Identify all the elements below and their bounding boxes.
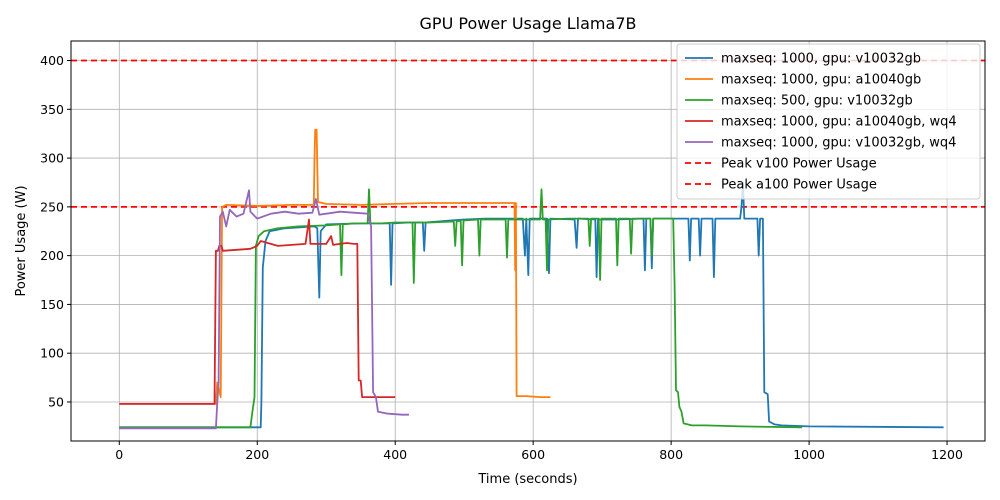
chart-title: GPU Power Usage Llama7B [420, 14, 637, 33]
series-lines [119, 128, 944, 430]
y-axis-label: Power Usage (W) [14, 185, 29, 296]
y-tick-label: 250 [40, 199, 64, 214]
legend: maxseq: 1000, gpu: v10032gb maxseq: 1000,… [676, 43, 981, 200]
y-tick-label: 300 [40, 151, 64, 166]
x-tick-label: 800 [659, 447, 683, 462]
x-tick-label: 1000 [793, 447, 825, 462]
x-tick-label: 400 [383, 447, 407, 462]
y-tick-label: 150 [40, 297, 64, 312]
legend-box [676, 43, 981, 200]
legend-label: maxseq: 1000, gpu: a10040gb [721, 73, 921, 88]
y-tick-label: 350 [40, 102, 64, 117]
x-tick-label: 200 [245, 447, 269, 462]
y-tick-label: 50 [48, 394, 64, 409]
plot-frame [70, 40, 986, 442]
legend-label: Peak v100 Power Usage [721, 157, 877, 172]
series-line-3 [119, 188, 803, 429]
legend-label: Peak a100 Power Usage [721, 178, 877, 193]
legend-label: maxseq: 1000, gpu: v10032gb, wq4 [721, 136, 956, 151]
y-tick-label: 100 [40, 346, 64, 361]
y-tick-label: 400 [40, 53, 64, 68]
legend-label: maxseq: 1000, gpu: v10032gb [721, 52, 921, 67]
x-axis-label: Time (seconds) [477, 472, 577, 487]
series-line-5 [119, 189, 409, 430]
legend-label: maxseq: 1000, gpu: a10040gb, wq4 [721, 115, 957, 130]
legend-label: maxseq: 500, gpu: v10032gb [721, 94, 913, 109]
ticks: 0 200 400 600 800 1000 1200 50 100 150 200 250 300 35… [40, 53, 963, 462]
series-line-2 [119, 128, 551, 405]
x-tick-label: 600 [521, 447, 545, 462]
x-tick-label: 1200 [931, 447, 963, 462]
y-tick-label: 200 [40, 248, 64, 263]
x-tick-label: 0 [115, 447, 123, 462]
